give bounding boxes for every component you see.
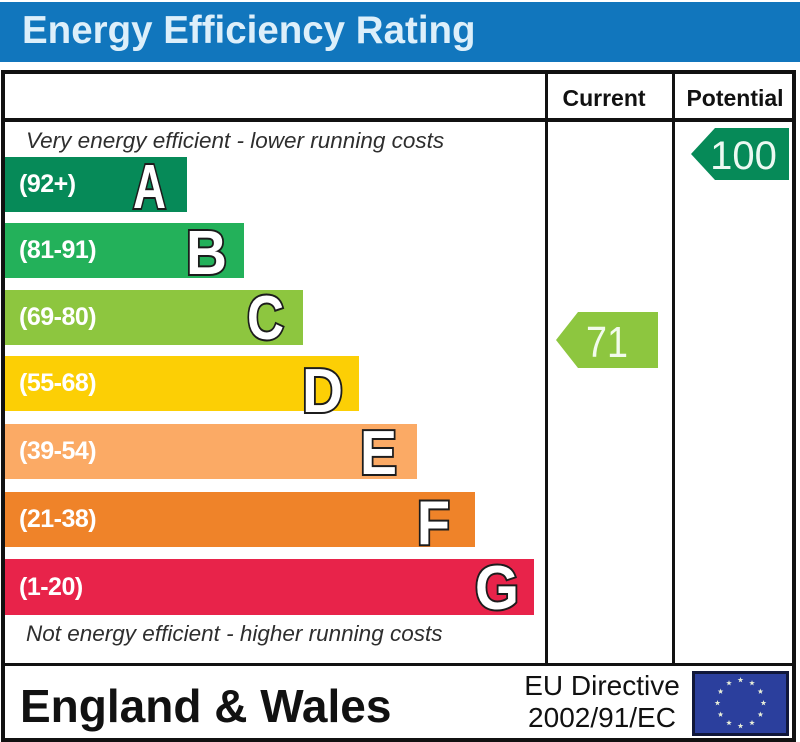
svg-text:D: D [302, 357, 343, 426]
svg-text:F: F [417, 489, 450, 558]
svg-text:B: B [186, 219, 227, 288]
svg-text:100: 100 [710, 134, 777, 178]
svg-text:A: A [133, 153, 166, 222]
svg-text:E: E [360, 419, 397, 488]
svg-text:G: G [475, 554, 519, 620]
svg-text:71: 71 [586, 318, 628, 367]
svg-text:C: C [247, 284, 284, 353]
